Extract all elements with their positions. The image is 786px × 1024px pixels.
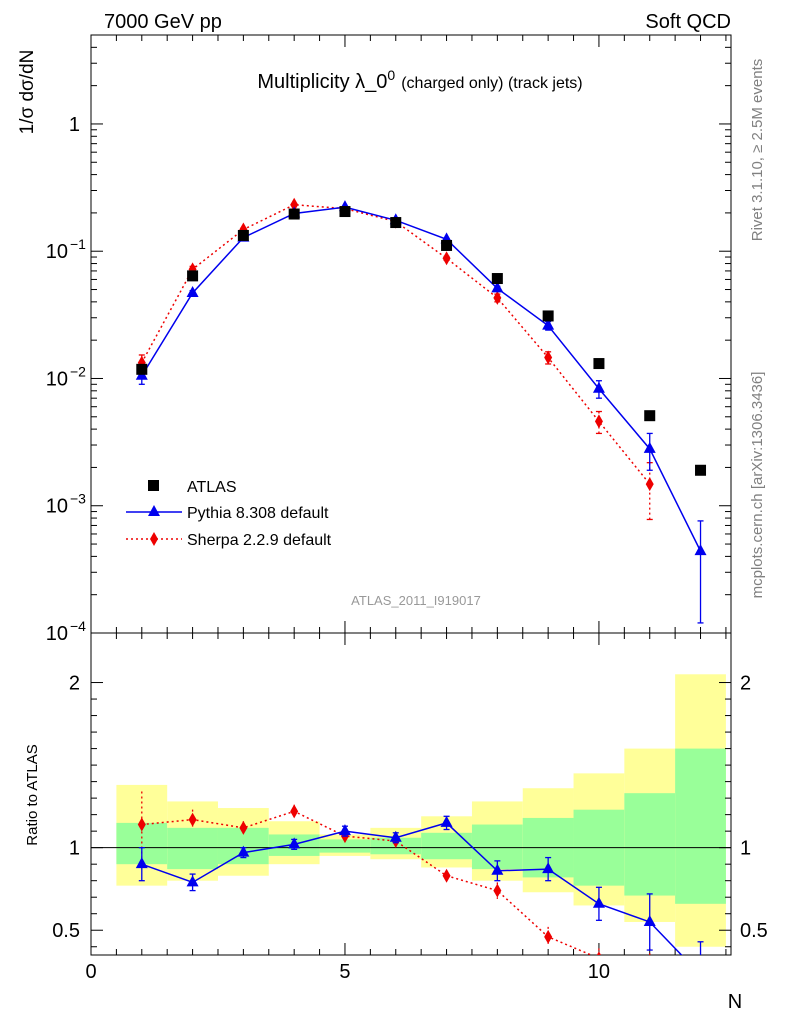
y-tick-label-exponent: −2 bbox=[70, 363, 86, 379]
y-tick-label: 10 bbox=[46, 496, 68, 518]
pythia-point bbox=[592, 381, 605, 393]
ratio-band-inner bbox=[421, 832, 472, 860]
legend-label-sherpa: Sherpa 2.2.9 default bbox=[187, 532, 332, 549]
header-right: Soft QCD bbox=[645, 11, 731, 33]
atlas-point bbox=[187, 270, 199, 282]
ratio-pythia-point bbox=[389, 830, 402, 842]
atlas-point bbox=[441, 239, 453, 251]
y-tick-label-exponent: −1 bbox=[70, 236, 86, 252]
ratio-sherpa-point bbox=[646, 958, 654, 972]
atlas-point bbox=[593, 358, 605, 370]
ratio-series bbox=[135, 791, 707, 979]
legend-marker-atlas bbox=[148, 480, 159, 491]
ratio-sherpa-point bbox=[493, 883, 502, 898]
x-tick-label: 10 bbox=[588, 961, 610, 983]
legend-label-atlas: ATLAS bbox=[187, 479, 237, 496]
ratio-pythia-point bbox=[338, 824, 351, 836]
ratio-sherpa-point bbox=[137, 817, 146, 832]
ratio-pythia-point bbox=[695, 968, 707, 979]
ratio-tick-label: 2 bbox=[69, 673, 80, 695]
atlas-point bbox=[237, 229, 249, 241]
ratio-pythia-point bbox=[135, 857, 148, 869]
sherpa-point bbox=[493, 290, 502, 305]
x-axis-label: N bbox=[728, 991, 742, 1013]
header-left: 7000 GeV pp bbox=[104, 11, 222, 33]
ratio-bands bbox=[116, 674, 726, 947]
legend-label-pythia: Pythia 8.308 default bbox=[187, 505, 329, 522]
atlas-point bbox=[136, 363, 148, 375]
atlas-point bbox=[390, 217, 402, 229]
ratio-pythia-point bbox=[237, 845, 250, 857]
pythia-point bbox=[643, 441, 656, 453]
ratio-tick-label: 0.5 bbox=[740, 920, 768, 942]
legend-marker-pythia bbox=[148, 505, 160, 516]
y-tick-label: 1 bbox=[69, 114, 80, 136]
ratio-tick-label: 2 bbox=[740, 673, 751, 695]
ratio-y-axis-label: Ratio to ATLAS bbox=[24, 744, 41, 845]
ratio-sherpa-line bbox=[141, 810, 594, 955]
atlas-point bbox=[288, 208, 300, 220]
chart-title-sup: 0 bbox=[387, 67, 395, 83]
sherpa-point bbox=[290, 197, 299, 212]
ratio-plot-frame bbox=[90, 632, 732, 956]
y-tick-label-exponent: −4 bbox=[70, 618, 86, 634]
legend: ATLAS Pythia 8.308 default Sherpa 2.2.9 … bbox=[126, 479, 332, 549]
watermark-label: ATLAS_2011_I919017 bbox=[351, 593, 481, 608]
pythia-point bbox=[186, 285, 199, 297]
ratio-pythia-line bbox=[141, 822, 683, 955]
ratio-pythia-point bbox=[288, 837, 301, 849]
ratio-tick-label: 1 bbox=[69, 838, 80, 860]
rivet-side-label: Rivet 3.1.10, ≥ 2.5M events bbox=[749, 59, 766, 242]
ratio-pythia-point bbox=[592, 896, 605, 908]
chart-title-suffix: (charged only) (track jets) bbox=[401, 75, 582, 92]
ratio-sherpa-point bbox=[596, 951, 602, 955]
ratio-band-inner bbox=[675, 748, 726, 904]
ratio-band-inner bbox=[167, 827, 218, 870]
atlas-point bbox=[695, 464, 707, 476]
y-tick-label: 10 bbox=[46, 368, 68, 390]
pythia-point bbox=[491, 281, 504, 293]
ratio-pythia-point bbox=[542, 862, 555, 874]
ratio-tick-label: 0.5 bbox=[52, 920, 80, 942]
pythia-point bbox=[694, 544, 707, 556]
pythia-line bbox=[141, 206, 702, 552]
ratio-sherpa-point bbox=[544, 929, 553, 944]
atlas-point bbox=[339, 206, 351, 218]
atlas-point bbox=[542, 310, 554, 322]
ratio-sherpa-point bbox=[442, 868, 451, 883]
ratio-tick-label: 1 bbox=[740, 838, 751, 860]
plot-frames bbox=[90, 34, 732, 956]
sherpa-point bbox=[594, 414, 603, 429]
y-tick-label: 10 bbox=[46, 241, 68, 263]
x-tick-label: 5 bbox=[339, 961, 350, 983]
sherpa-point bbox=[544, 350, 553, 365]
pythia-point bbox=[542, 318, 555, 330]
series-layer bbox=[135, 197, 707, 979]
ratio-pythia-point bbox=[186, 875, 199, 887]
ratio-band-inner bbox=[319, 839, 371, 853]
x-tick-label: 0 bbox=[85, 961, 96, 983]
atlas-point bbox=[491, 273, 503, 285]
ratio-sherpa-point bbox=[188, 812, 197, 827]
sherpa-point bbox=[442, 251, 451, 266]
y-tick-label: 10 bbox=[46, 623, 68, 645]
chart-title: Multiplicity λ_00 (charged only) (track j… bbox=[257, 67, 582, 93]
ratio-pythia-point bbox=[643, 914, 656, 926]
legend-marker-sherpa bbox=[150, 532, 158, 546]
atlas-point bbox=[644, 410, 656, 422]
mcplots-side-label: mcplots.cern.ch [arXiv:1306.3436] bbox=[749, 372, 766, 599]
y-tick-label-exponent: −3 bbox=[70, 491, 86, 507]
ratio-sherpa-point bbox=[290, 804, 299, 819]
sherpa-point bbox=[645, 477, 654, 492]
ratio-pythia-point bbox=[491, 863, 504, 875]
ratio-pythia-point bbox=[440, 815, 453, 827]
ratio-sherpa-point bbox=[239, 820, 248, 835]
chart-title-main: Multiplicity λ_0 bbox=[257, 71, 387, 93]
ratio-band-inner bbox=[624, 793, 676, 896]
sherpa-line bbox=[141, 203, 651, 485]
y-axis-label: 1/σ dσ/dN bbox=[17, 50, 38, 135]
